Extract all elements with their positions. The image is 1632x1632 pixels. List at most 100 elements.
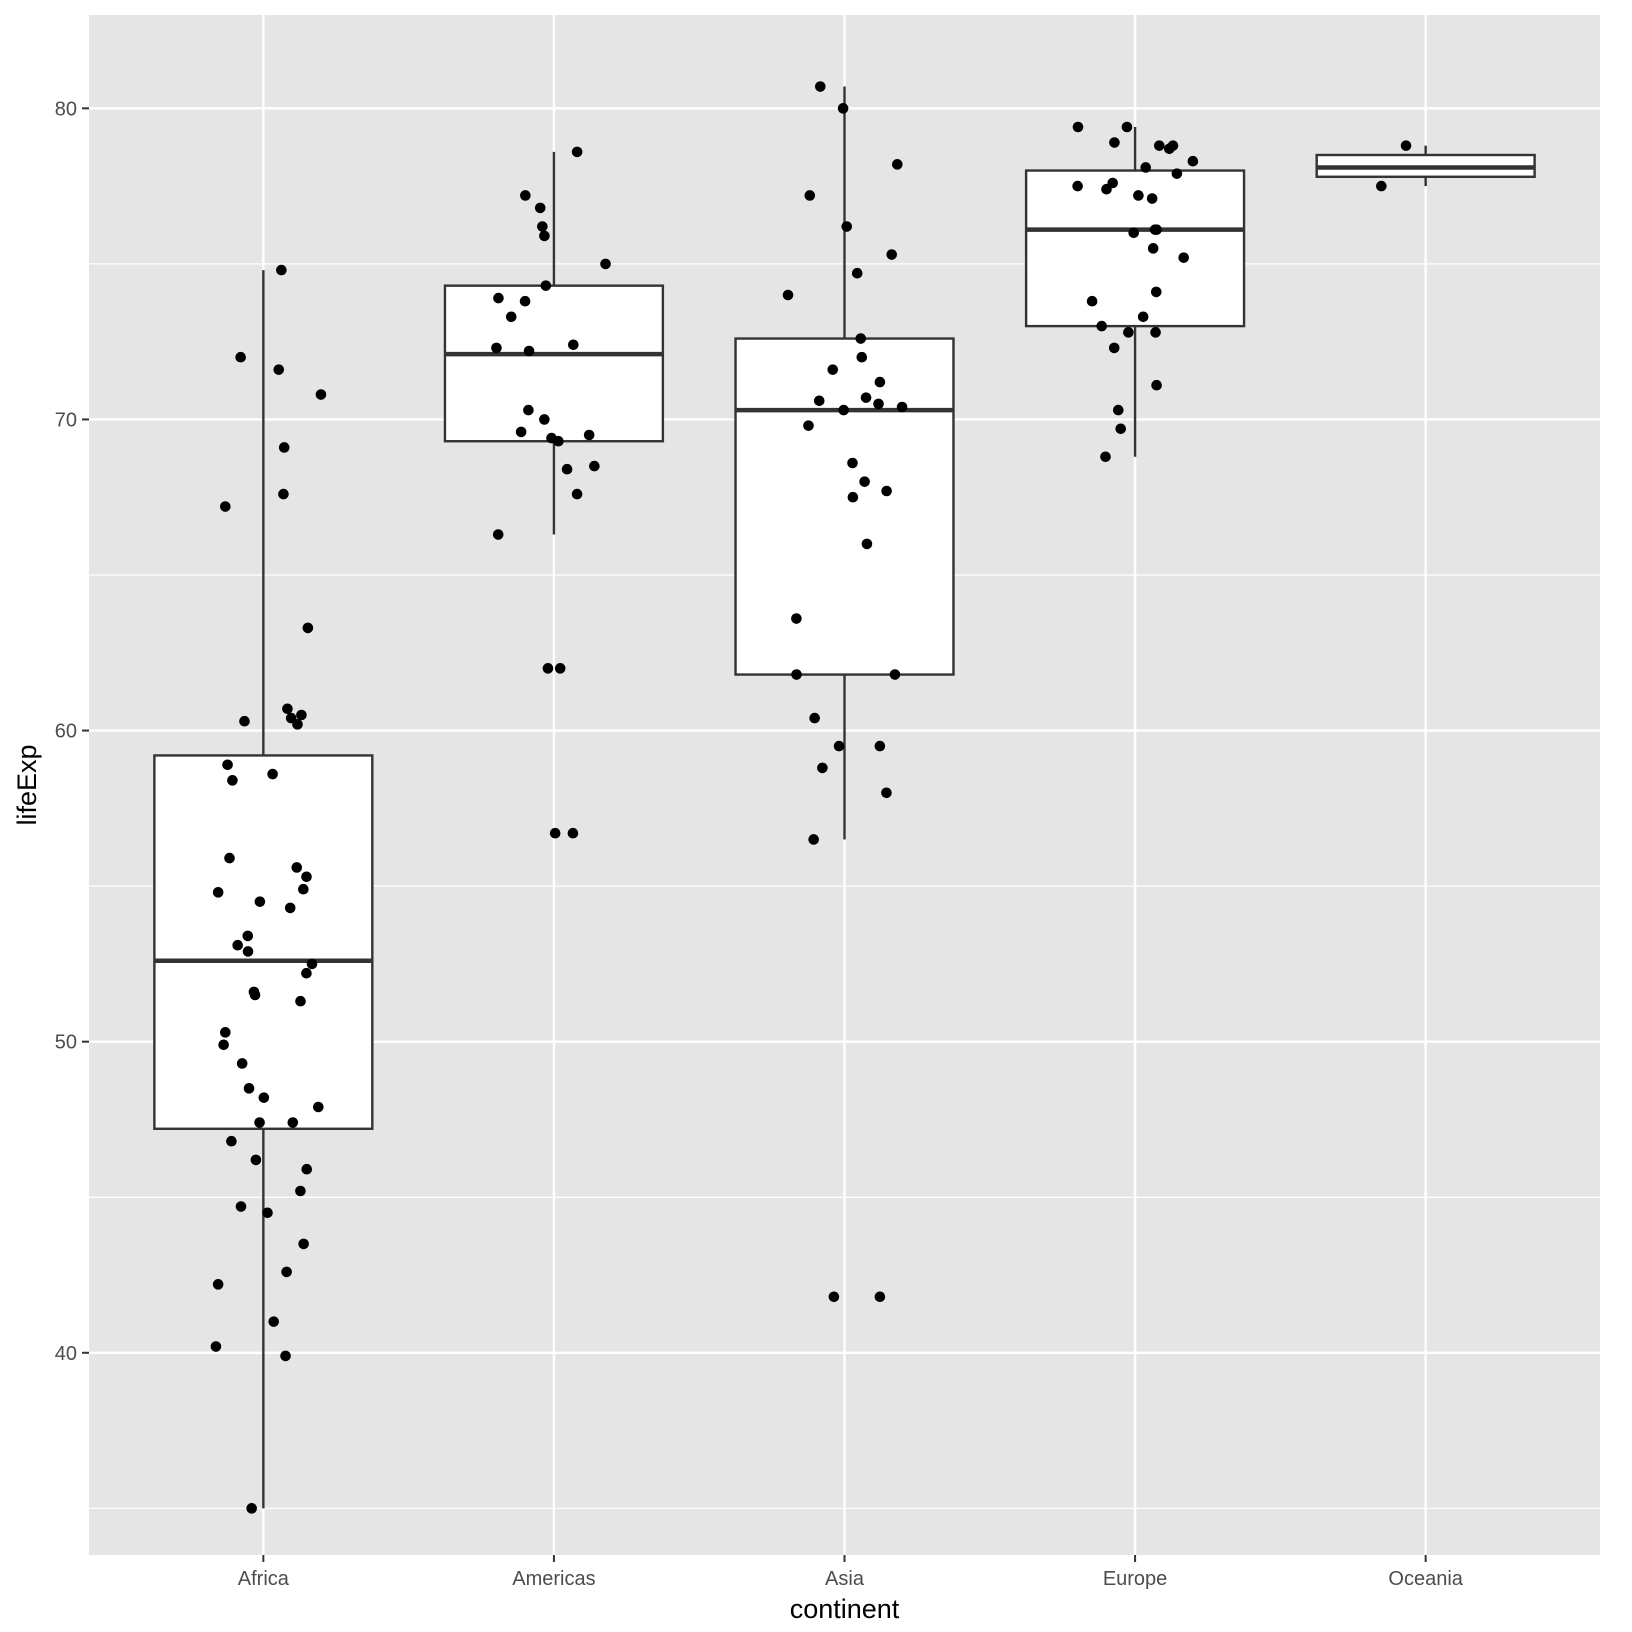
data-point — [262, 1207, 273, 1219]
data-point — [212, 887, 224, 898]
data-point — [1121, 121, 1133, 133]
jitter-points-layer — [210, 81, 1412, 1514]
data-point — [278, 442, 290, 453]
data-point — [859, 476, 870, 487]
data-point — [600, 258, 611, 270]
data-point — [539, 230, 550, 242]
data-point — [571, 488, 583, 500]
data-point — [295, 1185, 306, 1197]
box-iqr — [153, 754, 374, 1130]
data-point — [268, 1316, 280, 1327]
data-point — [886, 249, 898, 260]
data-point — [1086, 295, 1098, 307]
data-point — [491, 342, 502, 354]
data-point — [222, 759, 233, 771]
data-point — [235, 351, 246, 363]
data-point — [236, 1058, 248, 1069]
y-axis-title: lifeExp — [12, 744, 42, 825]
data-point — [537, 221, 548, 232]
data-point — [313, 1101, 324, 1113]
data-point — [282, 703, 293, 715]
data-point — [881, 485, 892, 497]
data-point — [1147, 243, 1159, 254]
data-point — [896, 401, 908, 413]
data-point — [833, 740, 845, 752]
data-point — [291, 862, 303, 873]
data-point — [243, 1083, 255, 1094]
data-point — [250, 1154, 262, 1166]
data-point — [281, 1266, 292, 1278]
data-point — [254, 1117, 265, 1128]
data-point — [224, 852, 235, 864]
data-point — [860, 392, 872, 403]
box-iqr — [734, 337, 955, 676]
data-point — [254, 896, 266, 907]
data-point — [861, 538, 873, 550]
data-point — [873, 398, 884, 410]
data-point — [553, 435, 564, 447]
data-point — [258, 1092, 270, 1103]
data-point — [239, 715, 250, 727]
data-point — [856, 351, 868, 363]
data-point — [306, 958, 318, 970]
y-axis: 40 50 60 70 80 — [55, 98, 89, 1365]
box-iqr — [443, 284, 665, 443]
data-point — [302, 622, 314, 634]
data-point — [828, 1291, 840, 1303]
y-tick-label: 80 — [55, 98, 77, 120]
data-point — [847, 457, 858, 469]
data-point — [583, 429, 595, 441]
data-point — [220, 1027, 231, 1038]
data-point — [523, 404, 534, 416]
data-point — [827, 364, 839, 375]
data-point — [1133, 190, 1144, 201]
data-point — [1400, 140, 1412, 151]
data-point — [276, 264, 287, 276]
data-point — [542, 663, 554, 674]
data-point — [212, 1279, 224, 1290]
data-point — [1171, 168, 1183, 179]
data-point — [220, 501, 231, 512]
data-point — [804, 190, 816, 201]
data-point — [301, 1163, 313, 1175]
data-point — [567, 827, 579, 839]
data-point — [1100, 451, 1111, 463]
data-point — [803, 420, 814, 431]
data-point — [815, 81, 826, 92]
data-point — [817, 762, 828, 774]
data-point — [1101, 183, 1112, 195]
box-africa — [153, 270, 374, 1509]
data-point — [278, 488, 289, 500]
data-point — [549, 827, 561, 839]
data-point — [292, 719, 303, 730]
data-point — [520, 190, 531, 201]
box-americas — [443, 151, 665, 535]
data-point — [782, 289, 794, 301]
data-point — [1376, 180, 1387, 192]
data-point — [298, 1238, 309, 1250]
y-tick-label: 70 — [55, 409, 77, 431]
data-point — [246, 1503, 257, 1514]
data-point — [242, 930, 254, 942]
y-tick-label: 50 — [55, 1032, 77, 1054]
y-tick-label: 60 — [55, 721, 77, 743]
data-point — [1187, 155, 1199, 167]
data-point — [210, 1341, 222, 1352]
boxes-layer — [153, 86, 1536, 1509]
data-point — [515, 426, 527, 438]
data-point — [235, 1201, 247, 1212]
y-tick-label: 40 — [55, 1343, 77, 1365]
data-point — [1150, 327, 1161, 338]
data-point — [315, 389, 327, 400]
data-point — [1108, 342, 1120, 354]
data-point — [267, 768, 278, 780]
data-point — [534, 202, 546, 214]
data-point — [874, 376, 886, 388]
data-point — [226, 1135, 237, 1147]
data-point — [837, 103, 849, 114]
box-oceania — [1315, 145, 1536, 187]
data-point — [298, 883, 309, 895]
data-point — [301, 871, 312, 883]
data-point — [568, 339, 579, 351]
